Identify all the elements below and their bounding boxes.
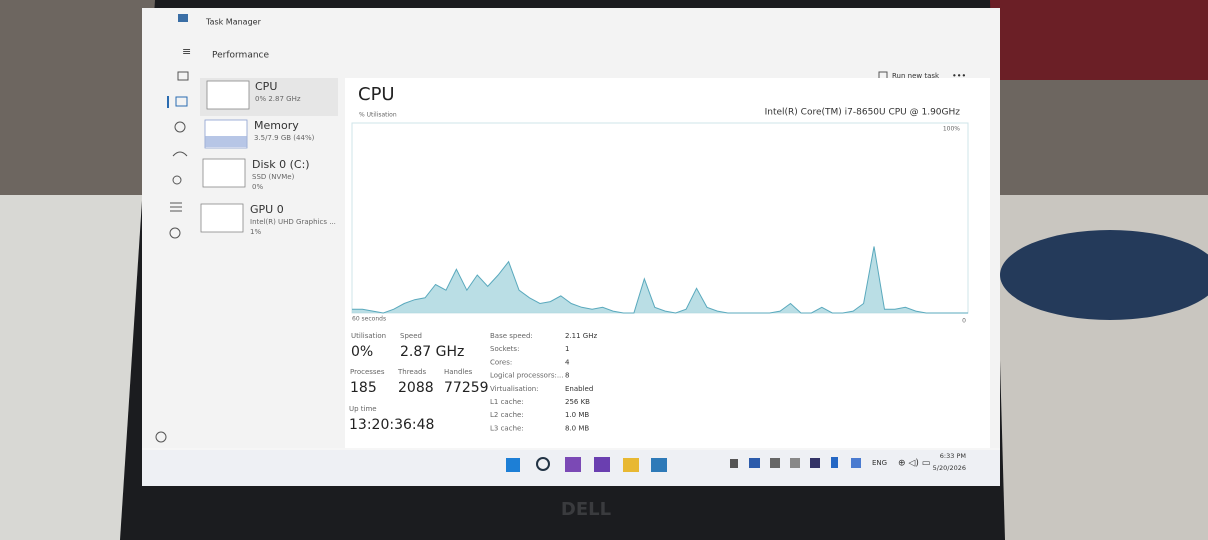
stat-value: 0% <box>351 344 373 360</box>
tray-3[interactable] <box>790 458 800 468</box>
stat-label: Handles <box>444 368 473 376</box>
device-detail: 0% 2.87 GHz <box>255 95 301 103</box>
y-tick-label: 0 <box>962 318 966 325</box>
stat-label: Utilisation <box>351 332 386 340</box>
spec-label: L3 cache: <box>490 424 524 432</box>
device-name: Memory <box>254 119 299 132</box>
main-panel <box>345 78 990 448</box>
tray-5[interactable] <box>851 458 861 468</box>
stat-label: Speed <box>400 332 422 340</box>
nav-details[interactable] <box>170 202 182 212</box>
tray-4[interactable] <box>810 458 820 468</box>
nav-users[interactable] <box>172 175 182 185</box>
nav-history[interactable] <box>174 121 186 133</box>
nav-services[interactable] <box>169 227 181 239</box>
cpu-line <box>352 246 968 314</box>
stat-value: 77259 <box>444 380 489 396</box>
app-2[interactable] <box>594 457 610 472</box>
clock-date: 5/20/2026 <box>933 464 966 472</box>
spec-label: Virtualisation: <box>490 385 539 393</box>
stat-value: 2.87 GHz <box>400 344 464 360</box>
stat-label: Threads <box>397 368 426 376</box>
tray-2[interactable] <box>770 458 780 468</box>
nav-icons <box>155 71 189 443</box>
device-name: CPU <box>255 80 277 93</box>
spec-label: Base speed: <box>490 332 533 340</box>
task-manager-app[interactable] <box>651 458 667 472</box>
rug <box>1000 230 1208 320</box>
spec-label: Logical processors:... <box>490 372 564 380</box>
spec-value: 2.11 GHz <box>565 332 597 340</box>
app-icon <box>178 14 188 22</box>
memory-fill <box>205 136 247 147</box>
spec-value: 256 KB <box>565 398 590 406</box>
taskbar-apps: ENG ⊕ ◁) ▭ <box>506 457 930 472</box>
header <box>200 38 990 68</box>
more[interactable]: ••• <box>952 72 966 81</box>
brand: DELL <box>561 499 611 520</box>
spec-label: Sockets: <box>490 345 519 353</box>
device-detail: SSD (NVMe) <box>252 173 295 181</box>
start[interactable] <box>506 458 520 472</box>
specs: Base speed: 2.11 GHz Sockets: 1 Cores: 4Logic… <box>490 332 597 432</box>
cpu-title: CPU <box>358 84 395 105</box>
window-title: Task Manager <box>205 18 262 27</box>
cpu-area <box>352 246 968 313</box>
sidebar: CPU 0% 2.87 GHz Memory 3.5/7.9 GB (44%) Disk… <box>200 80 336 236</box>
language[interactable]: ENG <box>872 459 887 467</box>
stat-value: 185 <box>350 380 377 396</box>
nav-startup[interactable] <box>172 151 188 157</box>
spec-label: L1 cache: <box>490 398 524 406</box>
stat-label: Processes <box>350 368 385 376</box>
y-label: % Utilisation <box>359 112 397 119</box>
stats: Utilisation 0% Speed 2.87 GHz Processes 185 Th… <box>349 332 489 433</box>
spec-value: 8 <box>565 372 569 380</box>
run-new-task[interactable]: Run new task <box>892 72 940 80</box>
nav-settings[interactable] <box>155 431 167 443</box>
device-detail: 3.5/7.9 GB (44%) <box>254 134 315 142</box>
spec-value: 1.0 MB <box>565 411 589 419</box>
thumbnail <box>202 158 246 188</box>
spec-label: Cores: <box>490 358 512 366</box>
explorer[interactable] <box>623 458 639 472</box>
device-name: GPU 0 <box>250 203 284 216</box>
device-detail: Intel(R) UHD Graphics ... <box>250 218 336 226</box>
stat-value: 2088 <box>398 380 434 396</box>
bluetooth[interactable] <box>831 457 838 468</box>
spec-value: 4 <box>565 358 570 366</box>
tray-1[interactable] <box>730 459 738 468</box>
cpu-graph: 100% 0 <box>351 122 969 325</box>
device-detail: 1% <box>250 228 261 236</box>
device-name: Disk 0 (C:) <box>252 158 310 171</box>
cpu-model: Intel(R) Core(TM) i7-8650U CPU @ 1.90GHz <box>765 108 961 118</box>
nav-processes[interactable] <box>177 71 189 81</box>
tray-word[interactable] <box>749 458 760 468</box>
spec-label: L2 cache: <box>490 411 524 419</box>
search[interactable] <box>536 457 550 471</box>
sys-icons[interactable]: ⊕ ◁) ▭ <box>898 459 930 469</box>
device-detail: 0% <box>252 183 263 191</box>
nav-performance[interactable] <box>175 96 188 107</box>
spec-value: 1 <box>565 345 569 353</box>
app-1[interactable] <box>565 457 581 472</box>
stat-label: Up time <box>349 405 377 413</box>
stat-value: 13:20:36:48 <box>349 417 434 433</box>
y-tick-label: 100% <box>943 126 960 133</box>
curtain <box>990 0 1208 80</box>
menu[interactable]: ≡ <box>182 45 191 58</box>
x-label: 60 seconds <box>352 316 386 323</box>
nav-indicator <box>167 96 169 108</box>
clock-time: 6:33 PM <box>940 452 966 460</box>
spec-value: 8.0 MB <box>565 424 589 432</box>
thumbnail <box>200 203 244 233</box>
page-title: Performance <box>212 51 269 61</box>
spec-value: Enabled <box>565 385 593 393</box>
thumbnail <box>206 80 250 110</box>
